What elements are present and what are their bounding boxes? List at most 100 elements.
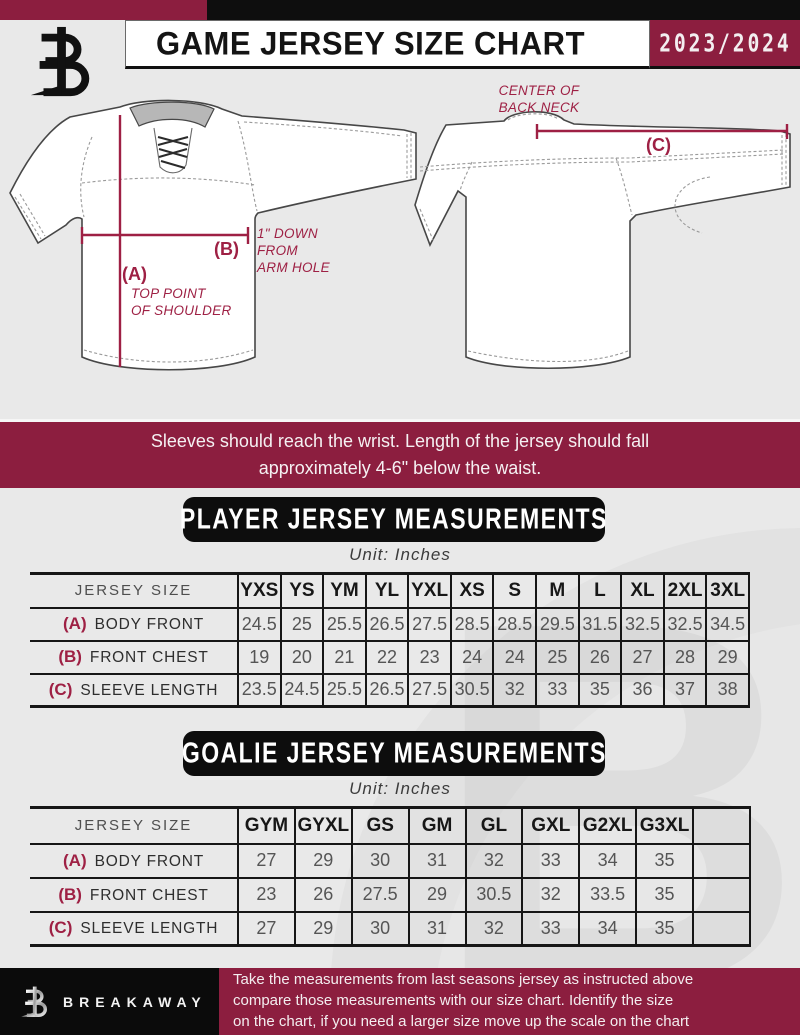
measurement-value-cell: 20 — [279, 639, 324, 674]
size-column-header: GXL — [521, 806, 580, 844]
table-header-row: JERSEY SIZE YXS YS YM YL YXL XS S M L XL 2XL 3XL — [30, 572, 750, 608]
table-header-row: JERSEY SIZE GYM GYXL GS GM GL GXL G2XL G3XL — [30, 806, 751, 844]
point-c-key: (C) — [646, 135, 671, 155]
page-title: GAME JERSEY SIZE CHART — [156, 24, 586, 62]
measurement-value-cell: 27.5 — [407, 672, 451, 708]
footer-instructions-text: Take the measurements from last seasons … — [233, 971, 694, 1030]
arm-hole-note: 1" DOWN FROM ARM HOLE — [257, 226, 330, 275]
size-column-header: YXS — [237, 572, 281, 608]
goalie-size-table: JERSEY SIZE GYM GYXL GS GM GL GXL G2XL G3XL (A) BO… — [30, 806, 751, 947]
player-measurements-title: PLAYER JERSEY MEASUREMENTS — [180, 502, 608, 535]
jersey-size-corner-label: JERSEY SIZE — [30, 806, 238, 844]
table-row: (A) BODY FRONT 27 29 30 31 32 33 34 35 — [30, 842, 751, 878]
measurement-value-cell: 25.5 — [322, 606, 366, 641]
size-column-header: L — [577, 572, 622, 608]
size-column-header: YM — [322, 572, 366, 608]
footer-brand-block: BREAKAWAY — [0, 968, 219, 1035]
measurement-value-cell: 26 — [293, 876, 352, 912]
measurement-value-cell: 34 — [578, 910, 637, 947]
measurement-value-cell: 28.5 — [449, 606, 494, 641]
point-a-key: (A) — [122, 264, 147, 284]
measurement-value-cell: 24 — [492, 639, 537, 674]
measurement-value-cell: 23 — [407, 639, 451, 674]
measurement-value-cell: 24.5 — [237, 606, 281, 641]
measurement-value-cell: 26.5 — [364, 672, 409, 708]
size-column-header: S — [492, 572, 537, 608]
measurement-row-label: (C) SLEEVE LENGTH — [30, 910, 238, 947]
top-point-of-shoulder-note: TOP POINT OF SHOULDER — [131, 286, 232, 318]
measurement-value-cell: 30 — [350, 842, 409, 878]
table-row: (B) FRONT CHEST 19 20 21 22 23 24 24 25 26 27 28 29 — [30, 639, 750, 674]
measurement-value-cell: 36 — [620, 672, 664, 708]
measurement-key: (A) — [63, 614, 87, 633]
size-column-header: G3XL — [635, 806, 693, 844]
measurement-key: (C) — [48, 918, 73, 938]
size-column-header: GYM — [237, 806, 295, 844]
footer-brand-name: BREAKAWAY — [63, 993, 207, 1010]
table-row: (C) SLEEVE LENGTH 23.5 24.5 25.5 26.5 27.5 30.5… — [30, 672, 750, 708]
measurement-row-label: (B) FRONT CHEST — [30, 639, 238, 674]
front-jersey-diagram — [9, 99, 417, 371]
measurement-value-cell: 31.5 — [577, 606, 622, 641]
season-badge: 2023/2024 — [650, 20, 800, 69]
measurement-value-cell: 29 — [705, 639, 750, 674]
measurement-value-cell: 35 — [635, 876, 693, 912]
measurement-name: BODY FRONT — [94, 616, 204, 633]
measurement-value-cell: 24.5 — [279, 672, 324, 708]
measurement-value-cell: 32 — [464, 910, 523, 947]
measurement-value-cell: 32 — [464, 842, 523, 878]
measurement-value-cell: 35 — [635, 910, 693, 947]
fit-notice-text: Sleeves should reach the wrist. Length o… — [150, 431, 650, 478]
measurement-value-cell: 29.5 — [535, 606, 579, 641]
measurement-value-cell — [692, 876, 751, 912]
measurement-value-cell: 24 — [449, 639, 494, 674]
size-column-header: XS — [449, 572, 494, 608]
measurement-value-cell — [692, 910, 751, 947]
measurement-value-cell: 25 — [535, 639, 579, 674]
size-column-header: M — [535, 572, 579, 608]
measurement-key: (B) — [58, 647, 82, 666]
measurement-value-cell: 26.5 — [364, 606, 409, 641]
measurement-name: SLEEVE LENGTH — [80, 920, 219, 938]
measurement-value-cell: 27 — [620, 639, 664, 674]
size-column-header: YXL — [407, 572, 451, 608]
measurement-value-cell: 38 — [705, 672, 750, 708]
measurement-value-cell: 32.5 — [620, 606, 664, 641]
measurement-value-cell: 29 — [407, 876, 466, 912]
measurement-value-cell: 33.5 — [578, 876, 637, 912]
header-strip-accent — [0, 0, 207, 20]
page-title-box: GAME JERSEY SIZE CHART — [125, 20, 650, 69]
size-column-header: 2XL — [662, 572, 707, 608]
measurement-value-cell: 33 — [521, 842, 580, 878]
measurement-value-cell: 23 — [237, 876, 295, 912]
goalie-measurements-banner: GOALIE JERSEY MEASUREMENTS — [182, 731, 605, 776]
measurement-value-cell: 30.5 — [449, 672, 494, 708]
measurement-row-label: (A) BODY FRONT — [30, 606, 238, 641]
size-column-header: GS — [350, 806, 409, 844]
measurement-value-cell: 27 — [237, 910, 295, 947]
measurement-value-cell: 26 — [577, 639, 622, 674]
measurement-row-label: (A) BODY FRONT — [30, 842, 238, 878]
measurement-value-cell: 27.5 — [407, 606, 451, 641]
measurement-name: SLEEVE LENGTH — [80, 681, 219, 699]
size-column-header: YL — [364, 572, 409, 608]
measurement-key: (A) — [63, 850, 87, 870]
center-back-neck-label: CENTER OF BACK NECK — [498, 83, 580, 115]
measurement-value-cell: 30 — [350, 910, 409, 947]
measurement-value-cell: 28.5 — [492, 606, 537, 641]
measurement-value-cell: 35 — [577, 672, 622, 708]
footer-b-logo-icon — [21, 986, 47, 1017]
measurement-value-cell: 21 — [322, 639, 366, 674]
measurement-name: FRONT CHEST — [89, 649, 209, 666]
size-column-header: YS — [279, 572, 324, 608]
size-column-header: GL — [464, 806, 523, 844]
measurement-key: (C) — [48, 679, 73, 699]
measurement-name: FRONT CHEST — [89, 886, 209, 904]
jersey-diagrams: CENTER OF BACK NECK (C) (B) 1" DOWN FROM… — [0, 69, 800, 420]
fit-notice-banner: Sleeves should reach the wrist. Length o… — [0, 419, 800, 488]
player-unit-label: Unit: Inches — [349, 545, 451, 564]
season-label: 2023/2024 — [658, 28, 792, 58]
measurement-value-cell: 28 — [662, 639, 707, 674]
measurement-value-cell: 35 — [635, 842, 693, 878]
